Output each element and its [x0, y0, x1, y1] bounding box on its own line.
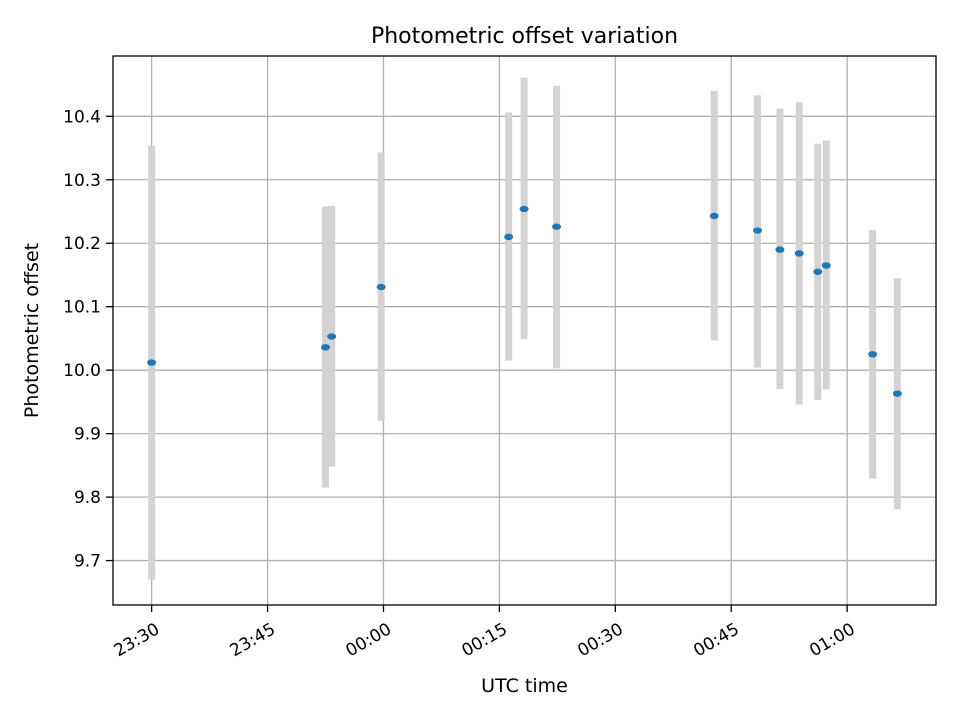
data-point: [821, 262, 831, 269]
data-point: [552, 223, 562, 230]
y-tick-label: 9.9: [74, 425, 101, 445]
data-point: [376, 283, 386, 291]
data-point: [752, 227, 762, 234]
y-tick-label: 10.3: [63, 171, 101, 191]
data-point: [504, 233, 514, 241]
marker-layer: [147, 205, 902, 397]
data-point: [794, 250, 804, 257]
data-point: [868, 351, 878, 358]
y-tick-label: 9.7: [74, 552, 101, 572]
chart-title: Photometric offset variation: [371, 24, 678, 49]
data-point: [327, 333, 337, 340]
y-tick-label: 10.0: [63, 361, 101, 381]
y-tick-label: 9.8: [74, 488, 101, 508]
x-axis-label: UTC time: [481, 675, 568, 697]
y-tick-label: 10.1: [63, 298, 101, 318]
y-axis-label: Photometric offset: [21, 243, 43, 418]
data-point: [519, 205, 529, 213]
data-point: [709, 212, 719, 220]
data-point: [321, 344, 331, 351]
data-point: [147, 359, 157, 366]
plot-frame: [112, 55, 937, 606]
data-point: [813, 268, 823, 275]
data-point: [775, 246, 785, 253]
y-tick-label: 10.4: [63, 107, 101, 127]
y-tick-label: 10.2: [63, 234, 101, 254]
data-point: [892, 390, 902, 397]
